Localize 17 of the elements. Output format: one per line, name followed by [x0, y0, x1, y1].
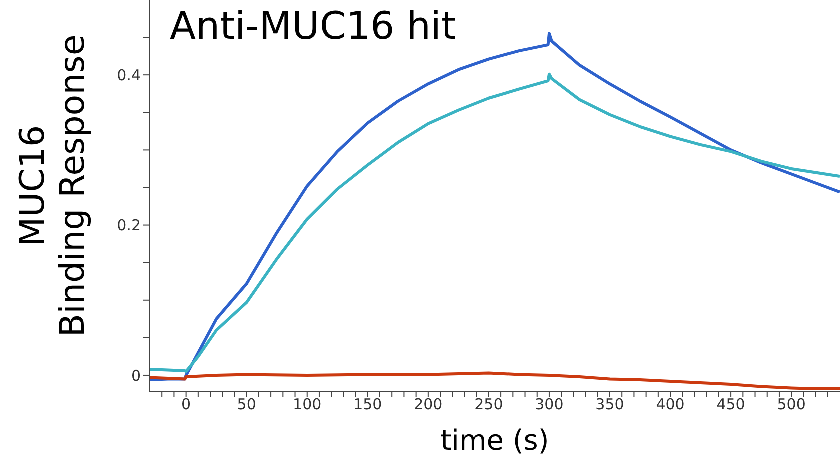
x-tick-label: 0 [182, 396, 192, 414]
x-tick-label: 300 [535, 396, 564, 414]
x-tick-label: 200 [414, 396, 443, 414]
x-tick-label: 50 [237, 396, 256, 414]
chart-title: Anti-MUC16 hit [170, 4, 456, 48]
x-tick-label: 250 [474, 396, 504, 414]
x-axis-title: time (s) [440, 424, 550, 457]
x-tick-label: 500 [777, 396, 806, 414]
y-axis-title: MUC16 Binding Response [13, 34, 93, 338]
y-tick-label: 0.4 [117, 66, 141, 84]
x-tick-label: 350 [596, 396, 624, 414]
x-tick-label: 400 [656, 396, 685, 414]
y-tick-label: 0.2 [117, 216, 141, 235]
x-tick-label: 450 [716, 396, 746, 414]
x-tick-label: 150 [354, 396, 382, 414]
y-tick-label: 0 [131, 366, 141, 385]
x-tick-label: 100 [293, 396, 322, 414]
